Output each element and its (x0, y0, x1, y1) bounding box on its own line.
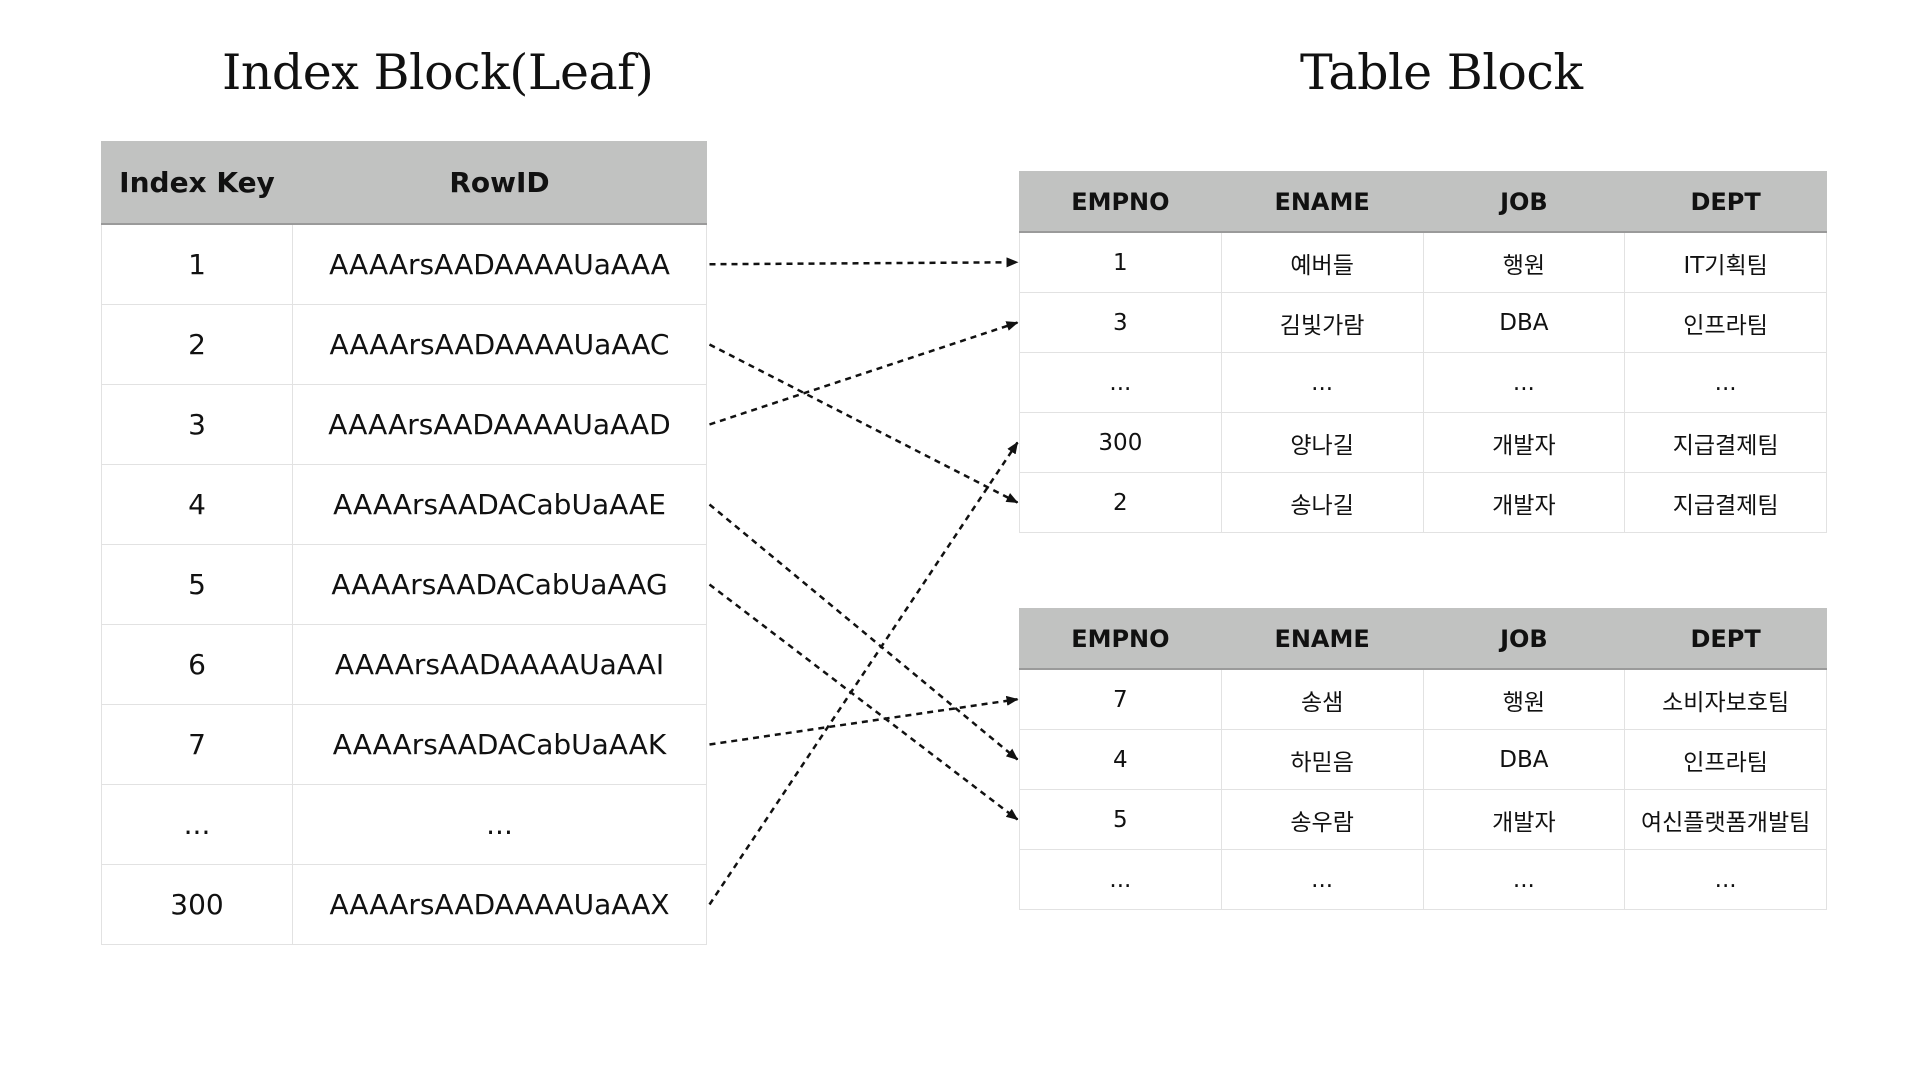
empno-cell: 7 (1019, 668, 1222, 730)
empno-cell: 5 (1019, 789, 1222, 850)
index-key-cell: 5 (101, 544, 293, 625)
table-row: ............ (1019, 352, 1827, 413)
index-row: 6 AAAArsAADAAAAUaAAI (101, 624, 707, 705)
index-row: 300 AAAArsAADAAAAUaAAX (101, 864, 707, 945)
table-row: 2 송나길 개발자 지급결제팀 (1019, 472, 1827, 533)
table-row: 4 하믿음 DBA 인프라팀 (1019, 729, 1827, 790)
dept-cell: ... (1624, 849, 1827, 910)
rowid-header: RowID (292, 141, 707, 225)
dept-cell: 여신플랫폼개발팀 (1624, 789, 1827, 850)
dept-cell: ... (1624, 352, 1827, 413)
table-header-row: EMPNO ENAME JOB DEPT (1019, 171, 1827, 233)
rowid-link-arrow-5 (708, 583, 1019, 821)
job-cell: ... (1422, 849, 1626, 910)
rowid-cell: AAAArsAADACabUaAAK (292, 704, 707, 785)
dept-cell: 소비자보호팀 (1624, 668, 1827, 730)
job-cell: DBA (1422, 729, 1626, 790)
rowid-link-arrow-300 (708, 441, 1019, 906)
rowid-cell: AAAArsAADAAAAUaAAI (292, 624, 707, 705)
empno-cell: 2 (1019, 472, 1222, 533)
rowid-link-arrow-7 (709, 695, 1019, 746)
rowid-cell: AAAArsAADAAAAUaAAA (292, 223, 707, 305)
job-header: JOB (1422, 171, 1626, 233)
empno-cell: ... (1019, 352, 1222, 413)
empno-header: EMPNO (1019, 608, 1222, 670)
index-key-cell: 3 (101, 384, 293, 465)
rowid-link-arrow-1 (709, 257, 1019, 268)
job-header: JOB (1422, 608, 1626, 670)
ename-cell: 김빛가람 (1220, 292, 1424, 353)
index-key-cell: 300 (101, 864, 293, 945)
dept-header: DEPT (1624, 171, 1827, 233)
table-block-1: EMPNO ENAME JOB DEPT 1 예버들 행원 IT기획팀 3 김빛가람 DB… (1019, 171, 1827, 533)
rowid-cell: ... (292, 784, 707, 865)
rowid-link-arrow-3 (709, 321, 1019, 426)
index-key-cell: 6 (101, 624, 293, 705)
table-row: 300 양나길 개발자 지급결제팀 (1019, 412, 1827, 473)
job-cell: 개발자 (1422, 412, 1626, 473)
ename-cell: 송나길 (1220, 472, 1424, 533)
rowid-cell: AAAArsAADACabUaAAG (292, 544, 707, 625)
table-header-row: EMPNO ENAME JOB DEPT (1019, 608, 1827, 670)
empno-header: EMPNO (1019, 171, 1222, 233)
ename-cell: 양나길 (1220, 412, 1424, 473)
job-cell: 개발자 (1422, 472, 1626, 533)
index-block-table: Index Key RowID 1 AAAArsAADAAAAUaAAA 2 AAA… (101, 141, 707, 945)
empno-cell: 3 (1019, 292, 1222, 353)
index-key-cell: 4 (101, 464, 293, 545)
dept-cell: 인프라팀 (1624, 729, 1827, 790)
job-cell: ... (1422, 352, 1626, 413)
index-row: 5 AAAArsAADACabUaAAG (101, 544, 707, 625)
dept-cell: 인프라팀 (1624, 292, 1827, 353)
table-block-2: EMPNO ENAME JOB DEPT 7 송샘 행원 소비자보호팀 4 하믿음 DBA… (1019, 608, 1827, 910)
index-row: 7 AAAArsAADACabUaAAK (101, 704, 707, 785)
dept-cell: IT기획팀 (1624, 231, 1827, 293)
table-row: 5 송우람 개발자 여신플랫폼개발팀 (1019, 789, 1827, 850)
ename-cell: ... (1220, 849, 1424, 910)
index-key-cell: 1 (101, 223, 293, 305)
ename-header: ENAME (1220, 171, 1424, 233)
dept-cell: 지급결제팀 (1624, 412, 1827, 473)
empno-cell: 300 (1019, 412, 1222, 473)
index-row: 1 AAAArsAADAAAAUaAAA (101, 223, 707, 305)
ename-cell: 송샘 (1220, 668, 1424, 730)
table-row: ............ (1019, 849, 1827, 910)
rowid-cell: AAAArsAADACabUaAAE (292, 464, 707, 545)
table-block-title: Table Block (1300, 44, 1583, 101)
rowid-link-arrow-4 (708, 503, 1019, 761)
rowid-cell: AAAArsAADAAAAUaAAX (292, 864, 707, 945)
index-row: 4 AAAArsAADACabUaAAE (101, 464, 707, 545)
dept-cell: 지급결제팀 (1624, 472, 1827, 533)
empno-cell: 4 (1019, 729, 1222, 790)
table-row: 3 김빛가람 DBA 인프라팀 (1019, 292, 1827, 353)
index-block-title: Index Block(Leaf) (222, 44, 654, 101)
index-row: ...... (101, 784, 707, 865)
index-key-header: Index Key (101, 141, 293, 225)
index-key-cell: ... (101, 784, 293, 865)
dept-header: DEPT (1624, 608, 1827, 670)
empno-cell: ... (1019, 849, 1222, 910)
rowid-link-arrow-2 (708, 343, 1019, 504)
index-key-cell: 7 (101, 704, 293, 785)
index-header-row: Index Key RowID (101, 141, 707, 225)
ename-header: ENAME (1220, 608, 1424, 670)
